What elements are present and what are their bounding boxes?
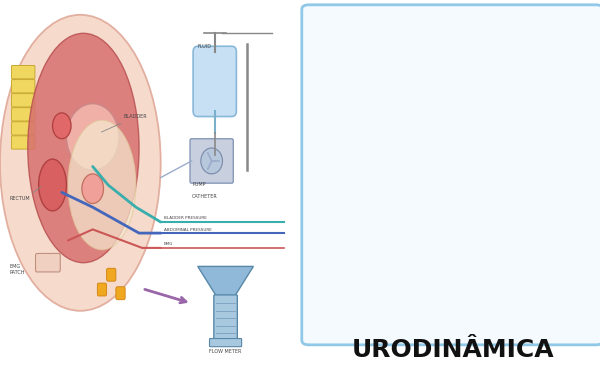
FancyBboxPatch shape [11,122,35,135]
FancyBboxPatch shape [11,108,35,121]
FancyBboxPatch shape [190,139,233,183]
FancyBboxPatch shape [97,283,107,296]
Text: EMG
PATCH: EMG PATCH [9,264,25,275]
FancyBboxPatch shape [116,287,125,300]
FancyBboxPatch shape [11,94,35,107]
FancyBboxPatch shape [11,65,35,79]
FancyBboxPatch shape [209,339,242,347]
FancyBboxPatch shape [11,80,35,93]
Text: VOIDING: VOIDING [479,317,517,326]
Ellipse shape [68,120,136,250]
Text: FLOW METER: FLOW METER [209,349,242,354]
Text: Pabd: Pabd [308,233,338,244]
Text: URODINÂMICA: URODINÂMICA [352,338,554,361]
Text: EMG: EMG [164,242,173,246]
Ellipse shape [38,159,67,211]
Ellipse shape [82,174,104,204]
Ellipse shape [53,113,71,139]
Ellipse shape [0,15,161,311]
FancyBboxPatch shape [214,295,238,342]
Text: CATHETER: CATHETER [191,194,217,199]
Text: RECTUM: RECTUM [9,196,30,201]
Text: FLUID: FLUID [198,44,212,49]
FancyBboxPatch shape [107,268,116,281]
FancyBboxPatch shape [193,46,236,117]
Polygon shape [198,266,253,296]
FancyBboxPatch shape [35,253,60,272]
Text: BLADDER PRESSURE: BLADDER PRESSURE [164,216,206,220]
Text: ABDOMINAL PRESSURE: ABDOMINAL PRESSURE [164,228,212,232]
Text: Pura: Pura [310,100,338,111]
Text: Pves: Pves [310,145,338,155]
FancyBboxPatch shape [11,136,35,149]
Text: FILLING: FILLING [386,317,420,326]
Ellipse shape [201,148,223,174]
Text: BLADDER: BLADDER [101,114,147,132]
Text: PUMP: PUMP [193,182,206,187]
Text: Pdet: Pdet [310,189,338,199]
Ellipse shape [67,104,119,170]
Ellipse shape [28,33,139,263]
Text: Qura: Qura [309,278,338,288]
Text: EMG: EMG [311,56,338,66]
